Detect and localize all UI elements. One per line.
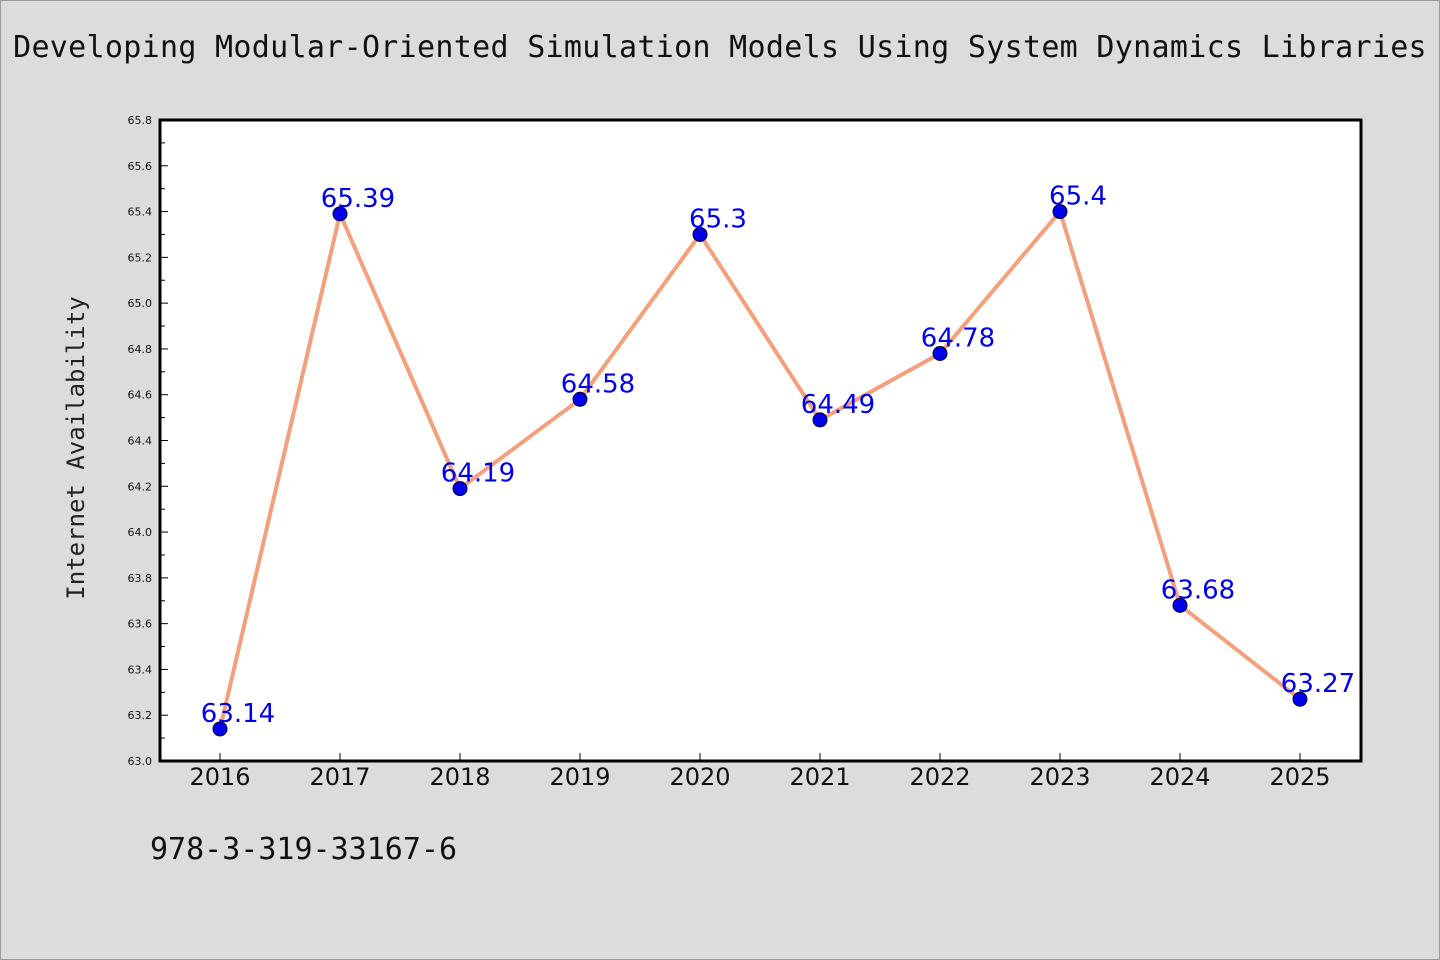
data-point — [572, 391, 588, 407]
y-tick-label: 63.2 — [128, 709, 153, 722]
series-layer: 63.14 65.39 64.19 64.58 65.3 64.49 64.78 65.4 63… — [201, 182, 1355, 737]
series-line — [218, 209, 1302, 730]
plot-area — [158, 118, 1363, 763]
data-point — [1172, 597, 1188, 613]
y-axis-label: Internet Availability — [62, 296, 90, 599]
x-tick-label: 2018 — [429, 763, 490, 791]
x-tick-label: 2016 — [189, 763, 250, 791]
data-label: 65.4 — [1049, 182, 1107, 212]
x-axis: 2016 2017 2018 2019 2020 2021 2022 2023 2024 2025 — [189, 753, 1331, 791]
data-label: 65.3 — [689, 204, 747, 234]
data-point — [932, 346, 948, 362]
chart-title: Developing Modular-Oriented Simulation M… — [13, 30, 1427, 65]
y-tick-label: 64.0 — [128, 526, 153, 539]
data-label: 64.58 — [561, 369, 635, 399]
data-point — [1292, 691, 1308, 707]
data-label: 64.49 — [801, 390, 875, 420]
x-tick-label: 2019 — [549, 763, 610, 791]
data-point — [212, 721, 228, 737]
y-tick-label: 64.2 — [128, 480, 153, 493]
data-point — [332, 206, 348, 222]
y-tick-label: 63.0 — [128, 755, 153, 768]
y-tick-label: 63.4 — [128, 663, 153, 676]
x-tick-label: 2021 — [789, 763, 850, 791]
data-point — [452, 481, 468, 497]
data-label: 64.19 — [441, 459, 515, 489]
x-tick-label: 2023 — [1029, 763, 1090, 791]
y-tick-label: 65.6 — [128, 160, 153, 173]
y-tick-label: 63.8 — [128, 572, 153, 585]
data-label: 64.78 — [921, 324, 995, 354]
x-tick-label: 2025 — [1269, 763, 1330, 791]
x-tick-label: 2020 — [669, 763, 730, 791]
data-point — [692, 226, 708, 242]
data-label: 63.68 — [1161, 575, 1235, 605]
data-label: 63.27 — [1281, 669, 1355, 699]
x-tick-label: 2017 — [309, 763, 370, 791]
isbn-text: 978-3-319-33167-6 — [150, 832, 458, 867]
y-tick-label: 63.6 — [128, 618, 153, 631]
data-point — [812, 412, 828, 428]
data-label: 63.14 — [201, 699, 275, 729]
y-tick-label: 64.4 — [128, 435, 153, 448]
y-tick-label: 65.2 — [128, 251, 153, 264]
data-point — [1052, 204, 1068, 220]
y-tick-label: 65.4 — [128, 206, 153, 219]
x-tick-label: 2024 — [1149, 763, 1210, 791]
x-tick-label: 2022 — [909, 763, 970, 791]
y-tick-label: 64.8 — [128, 343, 153, 356]
y-tick-label: 65.8 — [128, 114, 153, 127]
data-label: 65.39 — [321, 184, 395, 214]
y-tick-label: 64.6 — [128, 389, 153, 402]
y-axis: 63.0 63.2 63.4 63.6 63.8 64.0 64.2 64.4 64.6 64.8… — [128, 114, 168, 768]
y-tick-label: 65.0 — [128, 297, 153, 310]
